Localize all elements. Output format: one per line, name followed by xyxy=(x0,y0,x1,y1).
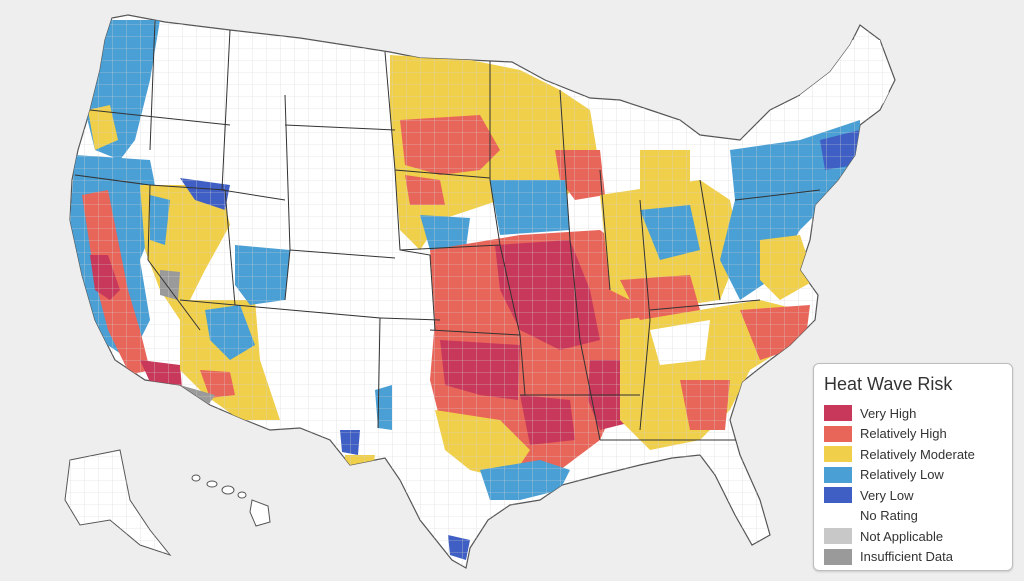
legend-label: No Rating xyxy=(860,508,918,524)
legend-swatch xyxy=(824,425,852,442)
hawaii-islands xyxy=(191,474,271,527)
legend-swatch xyxy=(824,487,852,504)
legend-item-relatively-moderate: Relatively Moderate xyxy=(824,444,1002,465)
legend-swatch xyxy=(824,446,852,463)
legend-item-not-applicable: Not Applicable xyxy=(824,526,1002,547)
legend-item-very-low: Very Low xyxy=(824,485,1002,506)
legend-item-relatively-low: Relatively Low xyxy=(824,465,1002,486)
legend-item-insufficient-data: Insufficient Data xyxy=(824,547,1002,568)
legend-label: Insufficient Data xyxy=(860,549,953,565)
legend-label: Relatively Moderate xyxy=(860,446,975,462)
legend-swatch xyxy=(824,548,852,565)
legend-swatch xyxy=(824,405,852,422)
legend-label: Relatively Low xyxy=(860,467,944,483)
legend-item-relatively-high: Relatively High xyxy=(824,424,1002,445)
alaska-counties xyxy=(65,450,170,555)
legend-item-no-rating: No Rating xyxy=(824,506,1002,527)
map-legend: Heat Wave Risk Very High Relatively High R… xyxy=(813,363,1013,571)
legend-label: Very Low xyxy=(860,487,914,503)
legend-label: Very High xyxy=(860,405,917,421)
legend-swatch xyxy=(824,528,852,545)
legend-label: Relatively High xyxy=(860,426,947,442)
state-boundaries xyxy=(74,19,821,441)
legend-swatch xyxy=(824,466,852,483)
legend-title: Heat Wave Risk xyxy=(824,374,953,394)
legend-item-very-high: Very High xyxy=(824,403,1002,424)
legend-label: Not Applicable xyxy=(860,528,944,544)
legend-items: Very High Relatively High Relatively Moder… xyxy=(824,403,1002,567)
legend-swatch xyxy=(824,507,852,524)
